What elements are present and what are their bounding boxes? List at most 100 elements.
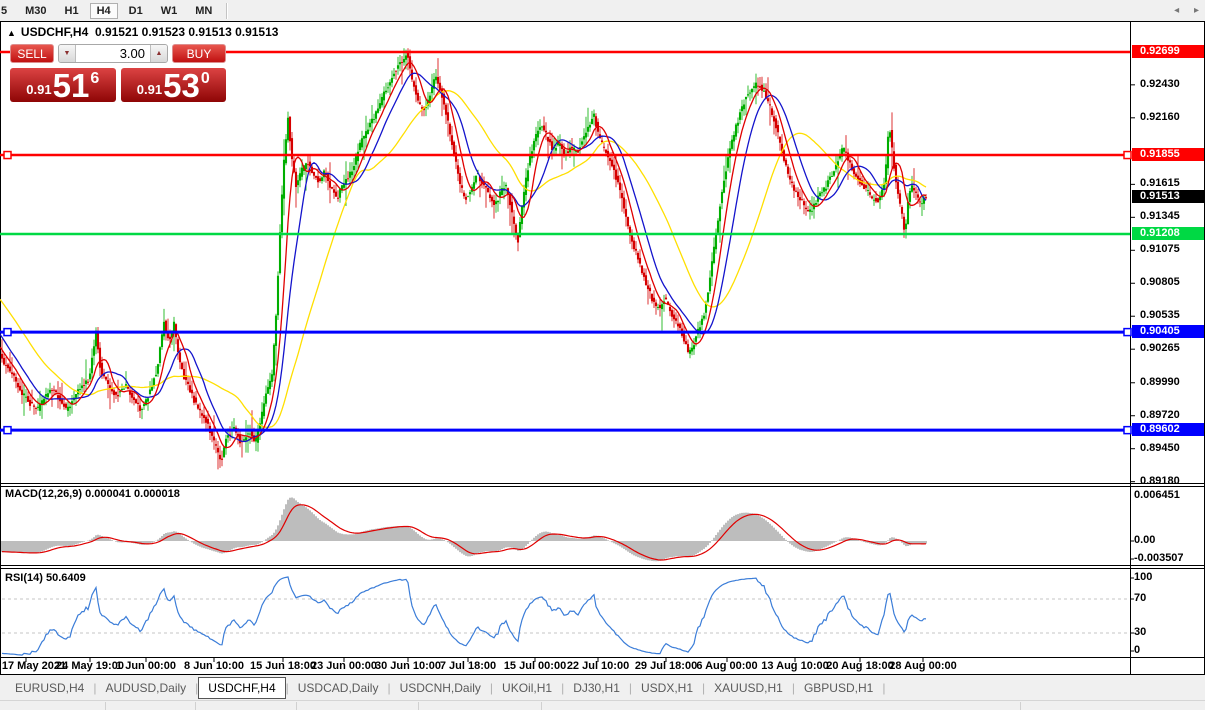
tab-separator: |	[702, 680, 706, 695]
time-axis-label: 8 Jun 10:00	[184, 660, 244, 672]
buy-price-prefix: 0.91	[136, 82, 163, 97]
volume-increase-icon[interactable]: ▲	[151, 45, 167, 62]
chart-tab-usdx[interactable]: USDX,H1	[641, 680, 694, 695]
volume-spinner: ▼ 3.00 ▲	[58, 44, 168, 63]
status-bar-divider	[541, 702, 542, 710]
rsi-scale-label: 30	[1134, 626, 1147, 638]
sell-price-prefix: 0.91	[26, 82, 52, 97]
time-axis-label: 30 Jun 10:00	[374, 660, 442, 672]
price-scale-tick: 0.91345	[1140, 210, 1180, 223]
chart-tab-ukoil[interactable]: UKOil,H1	[502, 680, 553, 695]
price-scale-tick: 0.91075	[1140, 243, 1180, 256]
tab-scroll-left-icon[interactable]: ◂	[1174, 5, 1180, 16]
time-axis-label: 6 Aug 00:00	[696, 660, 758, 672]
price-scale-tick: 0.89720	[1140, 408, 1180, 421]
buy-price-box[interactable]: 0.91 53 0	[120, 66, 226, 104]
chart-symbol-period: USDCHF,H4	[20, 25, 89, 39]
buy-button[interactable]: BUY	[172, 44, 226, 63]
timeframe-button-w1[interactable]: W1	[160, 4, 178, 17]
status-bar-divider	[195, 702, 196, 710]
tab-separator: |	[489, 680, 494, 695]
sell-price-box[interactable]: 0.91 51 6	[10, 68, 116, 102]
tab-separator: |	[882, 680, 886, 695]
tab-scroll-right-icon[interactable]: ▸	[1193, 5, 1199, 16]
price-level-tag: 0.89602	[1132, 423, 1204, 437]
time-axis-label: 15 Jun 18:00	[249, 660, 317, 672]
rsi-scale-label: 100	[1134, 571, 1153, 583]
chart-tab-audusd[interactable]: AUDUSD,Daily	[105, 680, 187, 695]
macd-scale-label: 0.00	[1134, 534, 1156, 546]
status-bar	[0, 700, 1205, 710]
timeframe-button-5[interactable]: 5	[1, 4, 8, 17]
tab-separator: |	[561, 680, 565, 695]
volume-decrease-icon[interactable]: ▼	[59, 45, 75, 62]
price-scale-tick: 0.89990	[1140, 375, 1180, 388]
rsi-indicator-label: RSI(14) 50.6409	[5, 572, 86, 584]
chart-title: ▲ USDCHF,H4 0.91521 0.91523 0.91513 0.915…	[7, 25, 278, 39]
tab-separator: |	[628, 680, 632, 695]
status-bar-divider	[105, 702, 106, 710]
trade-panel-controls: SELL ▼ 3.00 ▲ BUY	[10, 44, 226, 63]
sell-button[interactable]: SELL	[10, 44, 54, 63]
price-level-tag: 0.92699	[1132, 45, 1204, 58]
timeframe-button-m30[interactable]: M30	[25, 4, 47, 17]
price-level-tag: 0.90405	[1132, 325, 1204, 339]
time-axis-label: 24 May 19:00	[56, 660, 124, 672]
volume-input[interactable]: 3.00	[75, 45, 151, 62]
time-axis-label: 23 Jun 00:00	[310, 660, 378, 672]
chart-tab-usdcad[interactable]: USDCAD,Daily	[297, 680, 379, 695]
status-bar-divider	[418, 702, 419, 710]
tab-separator: |	[791, 680, 795, 695]
chart-tab-usdchf[interactable]: USDCHF,H4	[198, 676, 286, 699]
chart-tab-usdcnh[interactable]: USDCNH,Daily	[399, 680, 481, 695]
timeframe-button-h1[interactable]: H1	[64, 4, 79, 17]
timeframe-button-h4[interactable]: H4	[89, 2, 118, 19]
status-bar-divider	[296, 702, 297, 710]
time-axis-label: 22 Jul 10:00	[566, 660, 630, 672]
price-scale-tick: 0.92160	[1140, 110, 1180, 123]
trade-panel-quotes: 0.91 51 6 0.91 53 0	[10, 68, 226, 102]
chart-ohlc-values: 0.91521 0.91523 0.91513 0.91513	[94, 25, 279, 39]
buy-price-big: 53	[163, 66, 200, 104]
tab-separator: |	[93, 680, 97, 695]
price-scale-tick: 0.91615	[1140, 177, 1180, 190]
sell-price-pip: 6	[90, 70, 100, 87]
status-bar-divider	[1020, 702, 1021, 710]
price-level-tag: 0.91855	[1132, 148, 1204, 162]
price-scale-tick: 0.90805	[1140, 276, 1180, 289]
price-scale-tick: 0.89450	[1140, 441, 1180, 454]
time-axis-label: 1 Jun 00:00	[116, 660, 176, 672]
macd-indicator-label: MACD(12,26,9) 0.000041 0.000018	[5, 488, 180, 500]
chart-tab-gbpusd[interactable]: GBPUSD,H1	[803, 680, 874, 695]
price-level-tag: 0.91208	[1132, 227, 1204, 241]
timeframe-button-mn[interactable]: MN	[195, 4, 213, 17]
chart-tab-bar: EURUSD,H4 | AUDUSD,Daily | USDCHF,H4 | USDCAD,…	[0, 676, 1205, 699]
one-click-trade-panel: SELL ▼ 3.00 ▲ BUY 0.91 51 6 0.91 53 0	[10, 44, 226, 102]
tab-separator: |	[387, 680, 391, 695]
timeframe-button-d1[interactable]: D1	[128, 4, 143, 17]
chart-tab-dj30[interactable]: DJ30,H1	[573, 680, 620, 695]
price-scale-tick: 0.92430	[1140, 77, 1180, 90]
price-scale-tick: 0.90265	[1140, 342, 1180, 355]
time-axis-label: 29 Jul 18:00	[634, 660, 698, 672]
time-axis-label: 17 May 2021	[1, 660, 67, 672]
time-axis-label: 28 Aug 00:00	[889, 660, 957, 672]
time-axis-label: 13 Aug 10:00	[761, 660, 829, 672]
price-scale-tick: 0.90535	[1140, 309, 1180, 322]
current-price-tag: 0.91513	[1132, 189, 1204, 203]
time-axis-label: 15 Jul 00:00	[503, 660, 567, 672]
price-scale-tick: 0.89180	[1140, 474, 1180, 487]
tab-scroll-arrows: ◂ ▸	[1162, 5, 1199, 16]
chart-tab-eurusd[interactable]: EURUSD,H4	[15, 680, 85, 695]
sell-price-big: 51	[52, 66, 90, 104]
chart-tab-xauusd[interactable]: XAUUSD,H1	[714, 680, 783, 695]
collapse-chart-icon[interactable]: ▲	[7, 28, 16, 38]
macd-scale-label: -0.003507	[1134, 552, 1184, 564]
toolbar-separator	[226, 2, 229, 19]
timeframe-toolbar: 5 M30 H1 H4 D1 W1 MN	[0, 0, 1205, 21]
time-axis-label: 20 Aug 18:00	[826, 660, 894, 672]
rsi-scale-label: 0	[1134, 644, 1141, 656]
tab-separator: |	[285, 680, 289, 695]
